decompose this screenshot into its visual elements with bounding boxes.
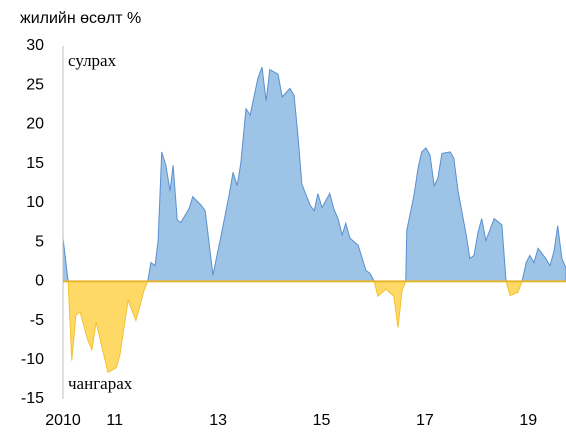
y-tick-label: 30 [26,37,44,54]
series-label: чангарах [68,374,133,393]
x-tick-label: 15 [313,412,331,429]
y-tick-label: -5 [30,312,44,329]
area [63,280,566,374]
y-tick-label: 5 [35,233,44,250]
y-tick-label: 10 [26,194,44,211]
y-tick-label: -15 [21,390,44,407]
y-tick-label: -10 [21,351,44,368]
x-tick-label: 2010 [45,412,81,429]
y-axis-label: жилийн өсөлт % [20,10,141,27]
x-tick-label: 19 [519,412,537,429]
x-tick-label: 17 [416,412,434,429]
series-label: сулрах [68,51,117,70]
y-tick-label: 25 [26,76,44,93]
x-tick-label: 13 [209,412,227,429]
y-tick-label: 0 [35,273,44,290]
area [62,67,566,282]
y-tick-label: 15 [26,155,44,172]
x-tick-label: 11 [106,412,123,429]
y-tick-label: 20 [26,116,44,133]
